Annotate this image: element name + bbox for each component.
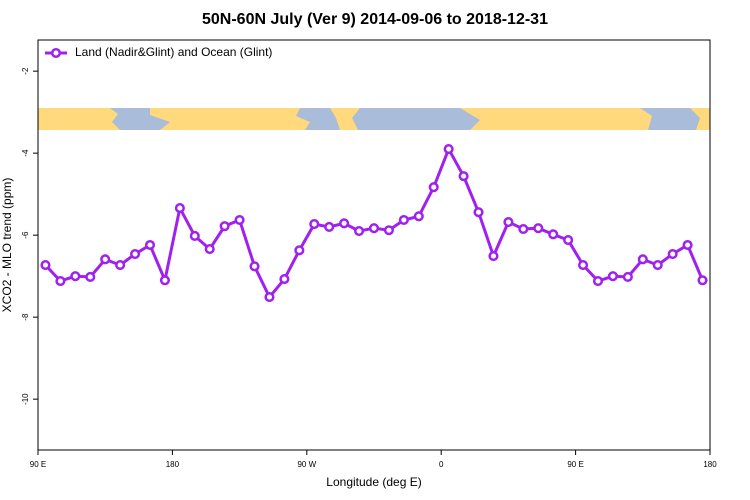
y-tick-label: -10 bbox=[21, 393, 30, 405]
data-point bbox=[563, 235, 574, 246]
data-point bbox=[503, 216, 514, 228]
data-point bbox=[488, 251, 499, 262]
y-tick-label: -8 bbox=[21, 313, 30, 321]
data-point bbox=[264, 292, 275, 303]
data-point bbox=[100, 254, 111, 265]
series-line bbox=[44, 145, 704, 300]
data-point bbox=[55, 276, 66, 287]
data-point bbox=[578, 260, 589, 271]
data-point bbox=[473, 207, 484, 218]
data-point bbox=[697, 275, 708, 286]
data-point bbox=[159, 275, 170, 286]
x-tick-label: 90 E bbox=[567, 460, 583, 469]
y-tick-label: -4 bbox=[21, 149, 30, 157]
legend-marker bbox=[50, 47, 62, 59]
data-point bbox=[279, 273, 290, 285]
y-axis-label: XCO2 - MLO trend (ppm) bbox=[0, 178, 14, 313]
data-point bbox=[413, 211, 424, 222]
data-point bbox=[204, 244, 215, 255]
data-point bbox=[85, 271, 96, 283]
data-point bbox=[249, 261, 260, 272]
data-point bbox=[309, 219, 320, 230]
data-point bbox=[533, 223, 544, 234]
data-point bbox=[189, 230, 200, 242]
legend-label: Land (Nadir&Glint) and Ocean (Glint) bbox=[75, 45, 272, 59]
data-point bbox=[354, 226, 365, 237]
x-tick-label: 90 E bbox=[30, 460, 46, 469]
chart-title: 50N-60N July (Ver 9) 2014-09-06 to 2018-… bbox=[202, 11, 548, 28]
data-point bbox=[428, 182, 439, 193]
data-point bbox=[383, 225, 394, 236]
data-point bbox=[324, 221, 335, 233]
data-point bbox=[115, 260, 126, 271]
data-point bbox=[592, 276, 604, 287]
y-tick-label: -2 bbox=[21, 67, 30, 75]
x-tick-label: 180 bbox=[166, 460, 180, 469]
data-point bbox=[339, 218, 350, 229]
data-point bbox=[652, 260, 663, 271]
x-tick-label: 180 bbox=[703, 460, 717, 469]
x-axis-label: Longitude (deg E) bbox=[326, 475, 421, 489]
data-point bbox=[294, 245, 305, 256]
data-point bbox=[174, 203, 185, 214]
data-point bbox=[518, 223, 529, 235]
data-point bbox=[682, 239, 693, 251]
data-point bbox=[70, 271, 81, 282]
data-point bbox=[622, 271, 633, 283]
data-point bbox=[637, 254, 648, 265]
data-point bbox=[548, 229, 559, 240]
data-point bbox=[607, 271, 618, 282]
data-point bbox=[443, 144, 454, 155]
map-strip bbox=[38, 108, 710, 130]
data-point bbox=[667, 248, 678, 260]
data-point bbox=[219, 221, 230, 232]
y-tick-label: -6 bbox=[21, 231, 30, 239]
data-point bbox=[458, 171, 469, 182]
data-point bbox=[398, 214, 409, 226]
data-point bbox=[234, 214, 245, 226]
data-point bbox=[368, 223, 380, 234]
data-point bbox=[144, 239, 156, 251]
data-point bbox=[130, 248, 141, 260]
x-tick-label: 90 W bbox=[297, 460, 316, 469]
plot-frame bbox=[37, 39, 711, 451]
data-point bbox=[40, 260, 51, 271]
x-tick-label: 0 bbox=[439, 460, 444, 469]
